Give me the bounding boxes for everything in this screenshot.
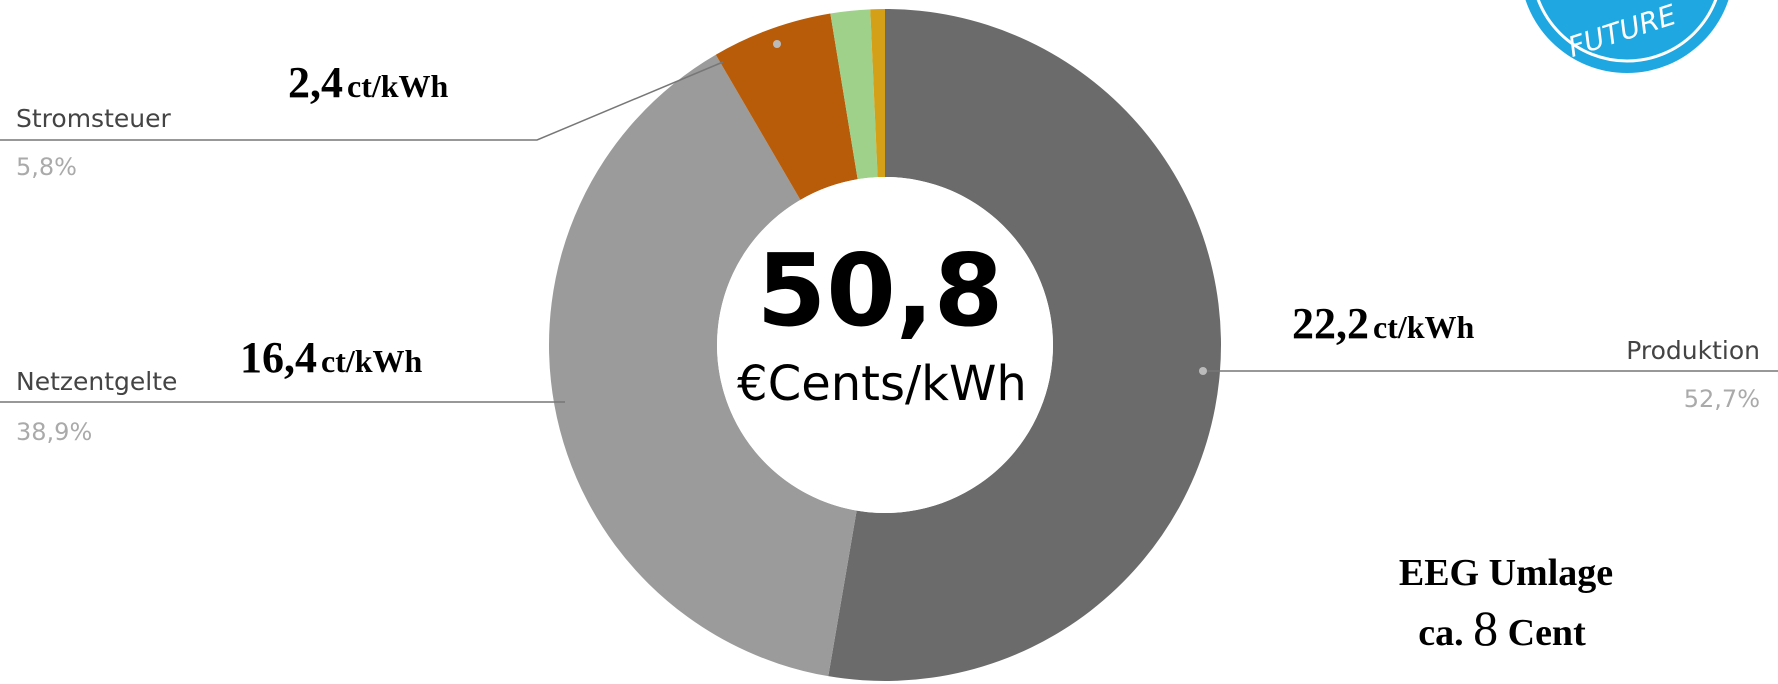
center-value: 50,8 [757,232,1004,349]
annotation-unit: ct/kWh [1373,309,1475,345]
note-title: EEG Umlage [1399,552,1613,594]
value-label: 5,8% [16,153,77,181]
note-amount: 8 [1473,600,1498,656]
annotation-amount: 22,2 [1292,299,1369,348]
logo-badge [1525,0,1729,73]
donut-slice [828,9,1221,681]
note-prefix: ca. [1418,612,1463,654]
annotation-unit: ct/kWh [321,343,423,379]
donut-hole [717,177,1053,513]
category-label: Netzentgelte [16,367,177,396]
annotation-amount: 2,4 [288,58,343,107]
annotation-amount: 16,4 [240,333,317,382]
annotation: 2,4 ct/kWh [288,58,449,107]
logo-ring [1536,0,1718,63]
donut-slice [549,54,857,677]
donut-slice [870,9,885,178]
category-label: Stromsteuer [16,104,171,133]
donut-slice [830,9,878,180]
value-label: 52,7% [1684,385,1760,413]
note-suffix: Cent [1508,612,1586,654]
center-unit: €Cents/kWh [737,356,1027,412]
annotation: 16,4 ct/kWh [240,333,423,382]
donut [549,9,1221,681]
value-label: 38,9% [16,418,92,446]
category-label: Produktion [1626,336,1760,365]
leader-line [0,61,724,141]
note: ca. 8 Cent [1418,600,1586,656]
leader-dot [773,40,781,48]
annotation: 22,2 ct/kWh [1292,299,1475,348]
donut-slice [715,13,858,200]
annotation-unit: ct/kWh [347,68,449,104]
leader-dot [1199,367,1207,375]
